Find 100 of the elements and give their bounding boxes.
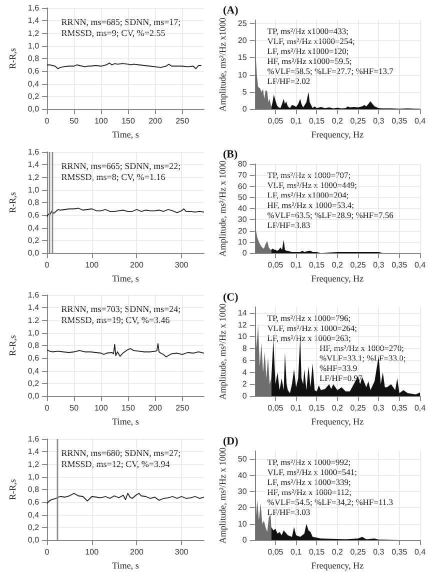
y-tick-label: 10 xyxy=(238,518,248,528)
y-axis-title: Amplitude, ms²/Hz x 1000 xyxy=(218,446,228,544)
x-tick-label: 0,25 xyxy=(350,547,366,556)
x-tick-label: 0,4 xyxy=(414,404,426,413)
y-axis-title: Amplitude, ms²/Hz x 1000 xyxy=(218,159,228,256)
annotation: RRNN, ms=703; SDNN, ms=24; xyxy=(61,304,181,314)
x-axis-title: Frequency, Hz xyxy=(311,273,364,283)
annotation: LF, ms²/Hz x1000=120; xyxy=(267,46,349,56)
y-tick-label: 60 xyxy=(238,181,248,190)
y-tick-label: 70 xyxy=(238,170,248,180)
y-tick-label: 0,4 xyxy=(28,79,40,88)
y-tick-label: 5 xyxy=(242,87,248,96)
annotation: RMSSD, ms=12; CV, %=3.94 xyxy=(61,458,170,468)
x-tick-label: 0 xyxy=(44,260,50,270)
y-axis-title: Amplitude, ms²/Hz x 1000 xyxy=(218,302,228,400)
annotation: %VLF=54.5; %LF=34,2; %HF=11.3 xyxy=(267,496,393,506)
y-tick-label: 0,0 xyxy=(28,104,40,114)
y-tick-label: 0,6 xyxy=(28,497,40,506)
x-tick-label: 0 xyxy=(44,116,50,126)
annotation: RRNN, ms=665; SDNN, ms=22; xyxy=(61,160,181,170)
y-tick-label: 0 xyxy=(242,248,248,258)
annotation: LF/HF=2.02 xyxy=(267,76,310,86)
x-tick-label: 150 xyxy=(122,404,136,413)
annotation: TP, ms²/Hz x 1000=707; xyxy=(267,169,351,180)
y-tick-label: 80 xyxy=(238,159,248,168)
annotation: %VLF=33.1; %LF=33.0; xyxy=(319,352,406,363)
y-tick-label: 1,2 xyxy=(28,459,40,468)
line-series xyxy=(46,492,204,504)
y-tick-label: 40 xyxy=(238,204,248,213)
annotation: HF, ms²/Hz x 1000=53.4; xyxy=(267,199,354,210)
y-tick-label: 1,0 xyxy=(28,41,40,50)
chart-title: (B) xyxy=(223,148,238,160)
x-tick-label: 0 xyxy=(44,547,50,556)
annotation: LF/HF=3.03 xyxy=(267,506,310,516)
y-tick-label: 1,4 xyxy=(28,160,40,169)
y-tick-label: 50 xyxy=(238,454,248,464)
x-tick-label: 0,15 xyxy=(308,260,326,270)
y-axis-title: Amplitude, ms²/Hz x1000 xyxy=(218,17,228,112)
y-tick-label: 1,4 xyxy=(28,303,40,312)
x-tick-label: 100 xyxy=(94,404,108,413)
annotation: VLF, ms²/Hz x 1000=264; xyxy=(267,322,358,333)
y-tick-label: 14 xyxy=(238,308,248,318)
annotation: RMSSD, ms=19; CV, %=3.46 xyxy=(61,314,170,325)
y-tick-label: 20 xyxy=(238,502,248,512)
y-tick-label: 15 xyxy=(238,53,248,62)
y-tick-label: 20 xyxy=(238,226,248,235)
x-tick-label: 0,25 xyxy=(350,116,366,126)
x-tick-label: 300 xyxy=(174,547,189,556)
y-tick-label: 30 xyxy=(238,214,248,224)
x-tick-label: 0,2 xyxy=(332,547,344,556)
y-tick-label: 25 xyxy=(238,18,248,28)
y-tick-label: 0,0 xyxy=(28,535,40,544)
y-tick-label: 0,2 xyxy=(28,92,40,101)
y-tick-label: 50 xyxy=(238,192,248,202)
y-tick-label: 0,2 xyxy=(28,378,40,388)
x-tick-label: 0,05 xyxy=(268,547,284,556)
x-tick-label: 0,25 xyxy=(350,404,366,413)
y-axis-title: R-R,s xyxy=(8,191,18,212)
y-tick-label: 1,0 xyxy=(28,472,40,481)
x-tick-label: 100 xyxy=(94,116,108,126)
x-axis-title: Time, s xyxy=(112,560,140,570)
x-tick-label: 50 xyxy=(70,116,80,126)
chart-title: (D) xyxy=(223,435,239,447)
y-tick-label: 0 xyxy=(242,535,248,544)
y-tick-label: 0,4 xyxy=(28,366,40,376)
x-tick-label: 0,05 xyxy=(268,260,284,270)
y-tick-label: 1,4 xyxy=(28,446,40,456)
annotation: LF, ms²/Hz x 1000=263; xyxy=(267,332,351,343)
y-tick-label: 0,0 xyxy=(28,392,40,401)
x-tick-label: 0,2 xyxy=(332,260,344,270)
x-tick-label: 0,3 xyxy=(373,547,385,556)
y-tick-label: 1,2 xyxy=(28,172,40,182)
x-tick-label: 0,15 xyxy=(308,404,326,413)
annotation: VLF, ms²/Hz x 1000=449; xyxy=(267,179,358,190)
x-tick-label: 0,35 xyxy=(392,116,408,126)
x-tick-label: 0 xyxy=(44,404,50,413)
annotation: LF/HF=3.83 xyxy=(267,219,310,230)
x-tick-label: 200 xyxy=(130,547,144,556)
y-tick-label: 1,6 xyxy=(28,4,40,12)
annotation: TP, ms²/Hz x 1000=796; xyxy=(267,312,351,323)
x-tick-label: 250 xyxy=(176,116,190,126)
y-tick-label: 4 xyxy=(242,368,248,377)
x-tick-label: 100 xyxy=(85,260,100,270)
x-tick-label: 0,35 xyxy=(392,547,408,556)
annotation: RRNN, ms=685; SDNN, ms=17; xyxy=(61,16,181,27)
x-tick-label: 0,3 xyxy=(373,404,385,413)
y-tick-label: 0,4 xyxy=(28,222,40,232)
y-tick-label: 0,6 xyxy=(28,210,40,220)
annotation: RRNN, ms=680; SDNN, ms=27; xyxy=(61,447,181,458)
x-tick-label: 0,15 xyxy=(308,547,326,556)
annotation: LF/HF=0.97 xyxy=(319,372,362,383)
annotation: TP, ms²/Hz x1000=433; xyxy=(267,26,348,36)
x-axis-title: Time, s xyxy=(112,273,140,283)
y-tick-label: 1.2 xyxy=(28,316,40,325)
x-tick-label: 0,25 xyxy=(350,260,366,270)
line-series xyxy=(46,207,204,216)
y-tick-label: 30 xyxy=(238,486,248,496)
y-tick-label: 0,2 xyxy=(28,235,40,244)
annotation: LF, ms²/Hz x 1000=339; xyxy=(267,476,351,486)
x-tick-label: 0,2 xyxy=(332,404,344,413)
